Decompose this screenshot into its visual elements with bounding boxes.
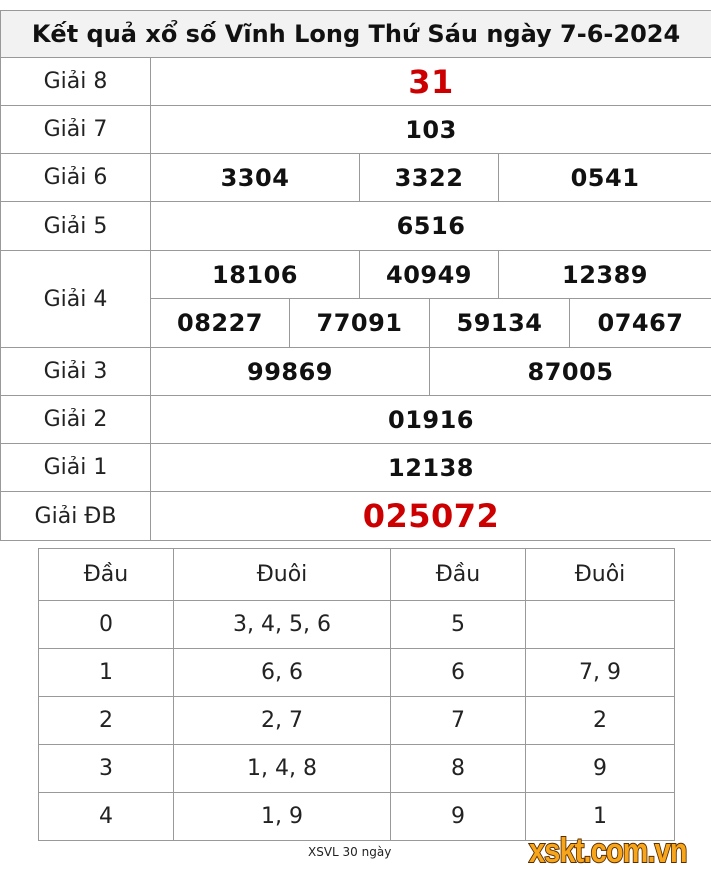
prize-label-g8: Giải 8 [0,57,151,106]
loto-header: Đầu [390,548,526,601]
prize-number: 77091 [289,298,430,348]
loto-cell: 1 [525,792,675,841]
prize-number: 3322 [359,153,499,202]
prize-number: 0541 [498,153,711,202]
special-prize-number: 025072 [150,491,711,541]
prize-number: 87005 [429,347,711,396]
loto-header: Đầu [38,548,174,601]
prize-number: 18106 [150,250,360,299]
loto-header: Đuôi [525,548,675,601]
loto-cell: 2 [525,696,675,745]
prize-number: 01916 [150,395,711,444]
loto-cell: 8 [390,744,526,793]
prize-label-g4: Giải 4 [0,250,151,348]
prize-number: 12389 [498,250,711,299]
prize-label-g2: Giải 2 [0,395,151,444]
prize-number: 59134 [429,298,570,348]
loto-cell [525,600,675,649]
prize-label-g7: Giải 7 [0,105,151,154]
prize-number: 12138 [150,443,711,492]
loto-cell: 6 [390,648,526,697]
loto-cell: 3, 4, 5, 6 [173,600,391,649]
prize-label-g3: Giải 3 [0,347,151,396]
xsvl-30-days-link[interactable]: XSVL 30 ngày [308,845,392,859]
loto-header: Đuôi [173,548,391,601]
loto-cell: 5 [390,600,526,649]
loto-cell: 1 [38,648,174,697]
loto-cell: 7, 9 [525,648,675,697]
page-title: Kết quả xổ số Vĩnh Long Thứ Sáu ngày 7-6… [0,10,711,58]
loto-cell: 4 [38,792,174,841]
prize-label-g5: Giải 5 [0,201,151,251]
prize-number: 31 [150,57,711,106]
prize-number: 6516 [150,201,711,251]
loto-cell: 7 [390,696,526,745]
prize-label-db: Giải ĐB [0,491,151,541]
prize-number: 103 [150,105,711,154]
prize-number: 40949 [359,250,499,299]
loto-cell: 6, 6 [173,648,391,697]
prize-number: 08227 [150,298,290,348]
loto-cell: 9 [525,744,675,793]
loto-cell: 1, 4, 8 [173,744,391,793]
prize-label-g6: Giải 6 [0,153,151,202]
loto-cell: 3 [38,744,174,793]
prize-number: 3304 [150,153,360,202]
loto-cell: 1, 9 [173,792,391,841]
prize-number: 99869 [150,347,430,396]
site-logo: xskt.com.vn [528,831,688,871]
loto-cell: 9 [390,792,526,841]
loto-cell: 0 [38,600,174,649]
loto-cell: 2 [38,696,174,745]
prize-label-g1: Giải 1 [0,443,151,492]
loto-cell: 2, 7 [173,696,391,745]
prize-number: 07467 [569,298,711,348]
